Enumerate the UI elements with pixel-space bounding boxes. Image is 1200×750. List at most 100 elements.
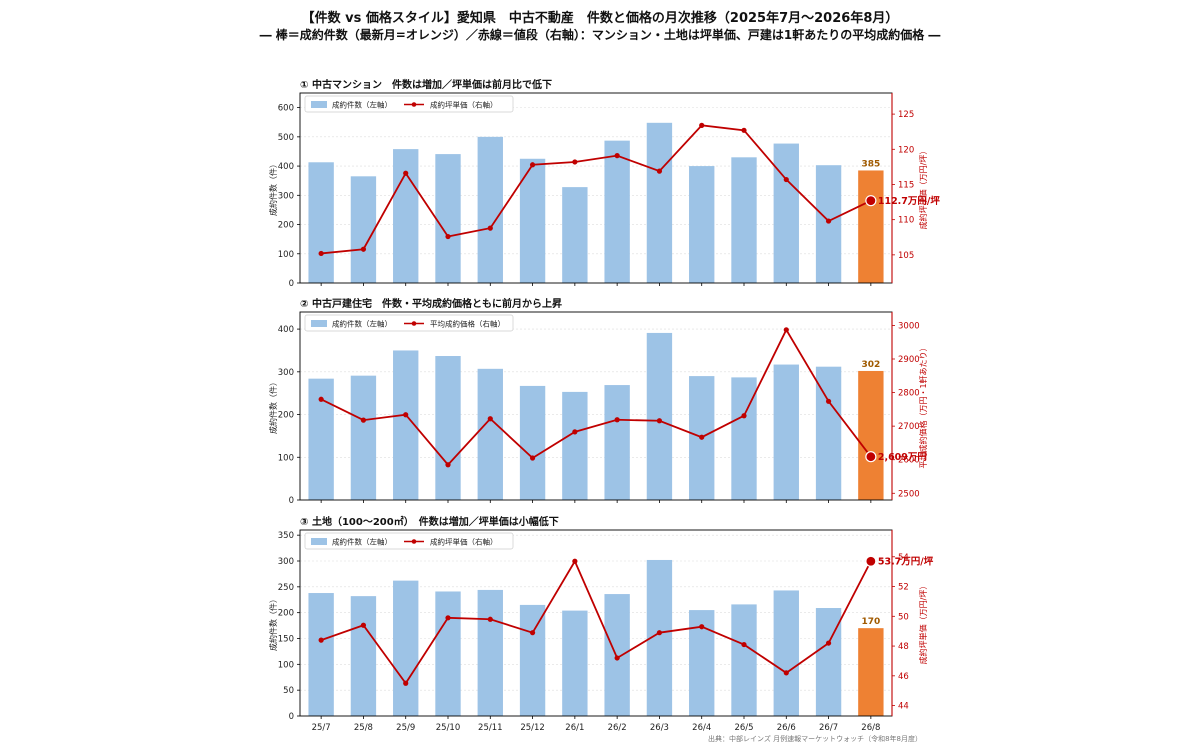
price-point-26/6 — [783, 176, 789, 183]
y-axis-label: 成約件数（件） — [268, 378, 278, 434]
price-point-25/10 — [445, 615, 451, 621]
bar-25/10 — [435, 591, 461, 716]
y-tick-label: 100 — [278, 250, 294, 260]
price-point-25/7 — [318, 250, 324, 257]
price-point-26/3 — [656, 630, 663, 636]
price-point-25/8 — [360, 246, 367, 252]
bar-25/11 — [477, 136, 503, 283]
legend-bar-swatch — [311, 538, 327, 545]
x-tick-label: 26/8 — [861, 723, 880, 733]
legend: 成約件数（左軸） 成約坪単価（右軸） — [304, 532, 514, 550]
price-point-25/11 — [487, 416, 493, 422]
price-point-25/12 — [529, 162, 536, 168]
bar-25/7 — [308, 162, 334, 283]
price-point-25/12 — [529, 630, 536, 636]
y-tick-label: 200 — [278, 411, 294, 421]
latest-price-label: 2,609万円 — [878, 452, 927, 463]
bar-26/2 — [604, 594, 630, 716]
y-right-tick-label: 52 — [898, 583, 909, 593]
bar-26/1 — [562, 391, 588, 500]
latest-bar-label: 170 — [861, 617, 880, 627]
bar-26/5 — [731, 157, 757, 283]
bar-26/6 — [773, 143, 799, 283]
y-tick-label: 300 — [278, 368, 294, 378]
price-line — [320, 559, 872, 685]
y-right-axis-label: 成約坪単価（万円/坪） — [918, 582, 928, 665]
chart-subtitle: ― 棒＝成約件数（最新月=オレンジ）／赤線＝値段（右軸）：マンション・土地は坪単… — [259, 28, 941, 42]
plot-frame — [299, 92, 893, 284]
x-tick-label: 25/12 — [520, 723, 545, 733]
bar-25/8 — [350, 176, 377, 283]
panel-title: ③ 土地（100〜200㎡） 件数は増加／坪単価は小幅低下 — [300, 515, 559, 528]
price-point-26/8 — [865, 195, 877, 207]
bar-26/6 — [773, 590, 799, 716]
bar-26/8 — [858, 628, 884, 716]
bar-26/8 — [858, 370, 884, 500]
price-point-25/9 — [403, 412, 409, 418]
x-tick-label: 25/11 — [478, 723, 503, 733]
price-point-26/1 — [572, 159, 578, 165]
legend-line-marker — [411, 539, 417, 544]
y-tick-label: 100 — [278, 453, 294, 463]
price-point-25/7 — [318, 637, 324, 643]
y-tick-label: 500 — [278, 133, 294, 143]
y-tick-label: 300 — [278, 557, 294, 567]
legend-line-label: 平均成約価格（右軸） — [430, 319, 505, 329]
bar-25/11 — [477, 589, 503, 716]
price-point-26/5 — [741, 641, 747, 648]
legend: 成約件数（左軸） 成約坪単価（右軸） — [304, 95, 514, 113]
price-point-26/3 — [656, 168, 663, 174]
price-point-26/4 — [699, 122, 705, 128]
bar-25/8 — [350, 375, 377, 500]
price-point-25/11 — [487, 225, 493, 231]
legend: 成約件数（左軸） 平均成約価格（右軸） — [304, 314, 514, 332]
bar-25/8 — [350, 596, 377, 716]
price-line — [320, 327, 872, 467]
price-point-26/2 — [614, 655, 620, 661]
y-right-tick-label: 115 — [898, 180, 914, 190]
x-tick-label: 26/2 — [608, 723, 627, 733]
y-tick-label: 400 — [278, 162, 294, 172]
y-right-axis-label: 成約坪単価（万円/坪） — [918, 147, 928, 230]
price-point-26/1 — [572, 429, 578, 435]
panel-3: ③ 土地（100〜200㎡） 件数は増加／坪単価は小幅低下 0 50 100 150 20… — [268, 515, 934, 733]
x-tick-label: 26/1 — [565, 723, 584, 733]
plot-frame — [299, 311, 893, 501]
legend-line-label: 成約坪単価（右軸） — [430, 100, 498, 110]
y-tick-label: 100 — [278, 660, 294, 670]
bar-26/3 — [646, 122, 673, 283]
y-tick-label: 0 — [289, 496, 294, 506]
bar-25/11 — [477, 368, 503, 500]
x-tick-label: 25/8 — [354, 723, 373, 733]
price-point-26/8 — [865, 555, 877, 567]
panel-1: ① 中古マンション 件数は増加／坪単価は前月比で低下 0 100 200 300 400 5… — [268, 78, 940, 289]
legend-bar-swatch — [311, 320, 327, 327]
y-right-axis-label: 平均成約価格（万円・1軒あたり） — [918, 343, 928, 468]
price-point-26/8 — [865, 451, 877, 463]
price-point-25/10 — [445, 462, 451, 468]
y-right-tick-label: 50 — [898, 612, 909, 622]
legend-line-label: 成約坪単価（右軸） — [430, 537, 498, 547]
bar-26/2 — [604, 385, 630, 500]
price-point-26/7 — [825, 218, 832, 224]
latest-price-label: 53.7万円/坪 — [878, 556, 934, 568]
y-right-tick-label: 3000 — [898, 321, 920, 331]
bar-25/12 — [519, 158, 546, 283]
y-right-tick-label: 54 — [898, 553, 909, 563]
y-right-tick-label: 2700 — [898, 422, 920, 432]
price-point-26/6 — [783, 327, 789, 333]
y-right-tick-label: 110 — [898, 216, 914, 226]
bar-25/7 — [308, 593, 334, 716]
price-point-25/7 — [318, 396, 324, 402]
price-point-26/4 — [699, 434, 705, 440]
y-right-tick-label: 44 — [898, 702, 909, 712]
y-right-tick-label: 2500 — [898, 489, 920, 499]
y-tick-label: 250 — [278, 583, 294, 593]
y-right-tick-label: 125 — [898, 110, 914, 120]
bar-26/7 — [815, 165, 842, 283]
source-note: 出典：中部レインズ 月例速報マーケットウォッチ（令和8年8月度） — [708, 735, 922, 743]
y-tick-label: 300 — [278, 191, 294, 201]
plot-frame — [299, 529, 893, 717]
price-point-26/5 — [741, 127, 747, 133]
bar-26/3 — [646, 332, 673, 500]
